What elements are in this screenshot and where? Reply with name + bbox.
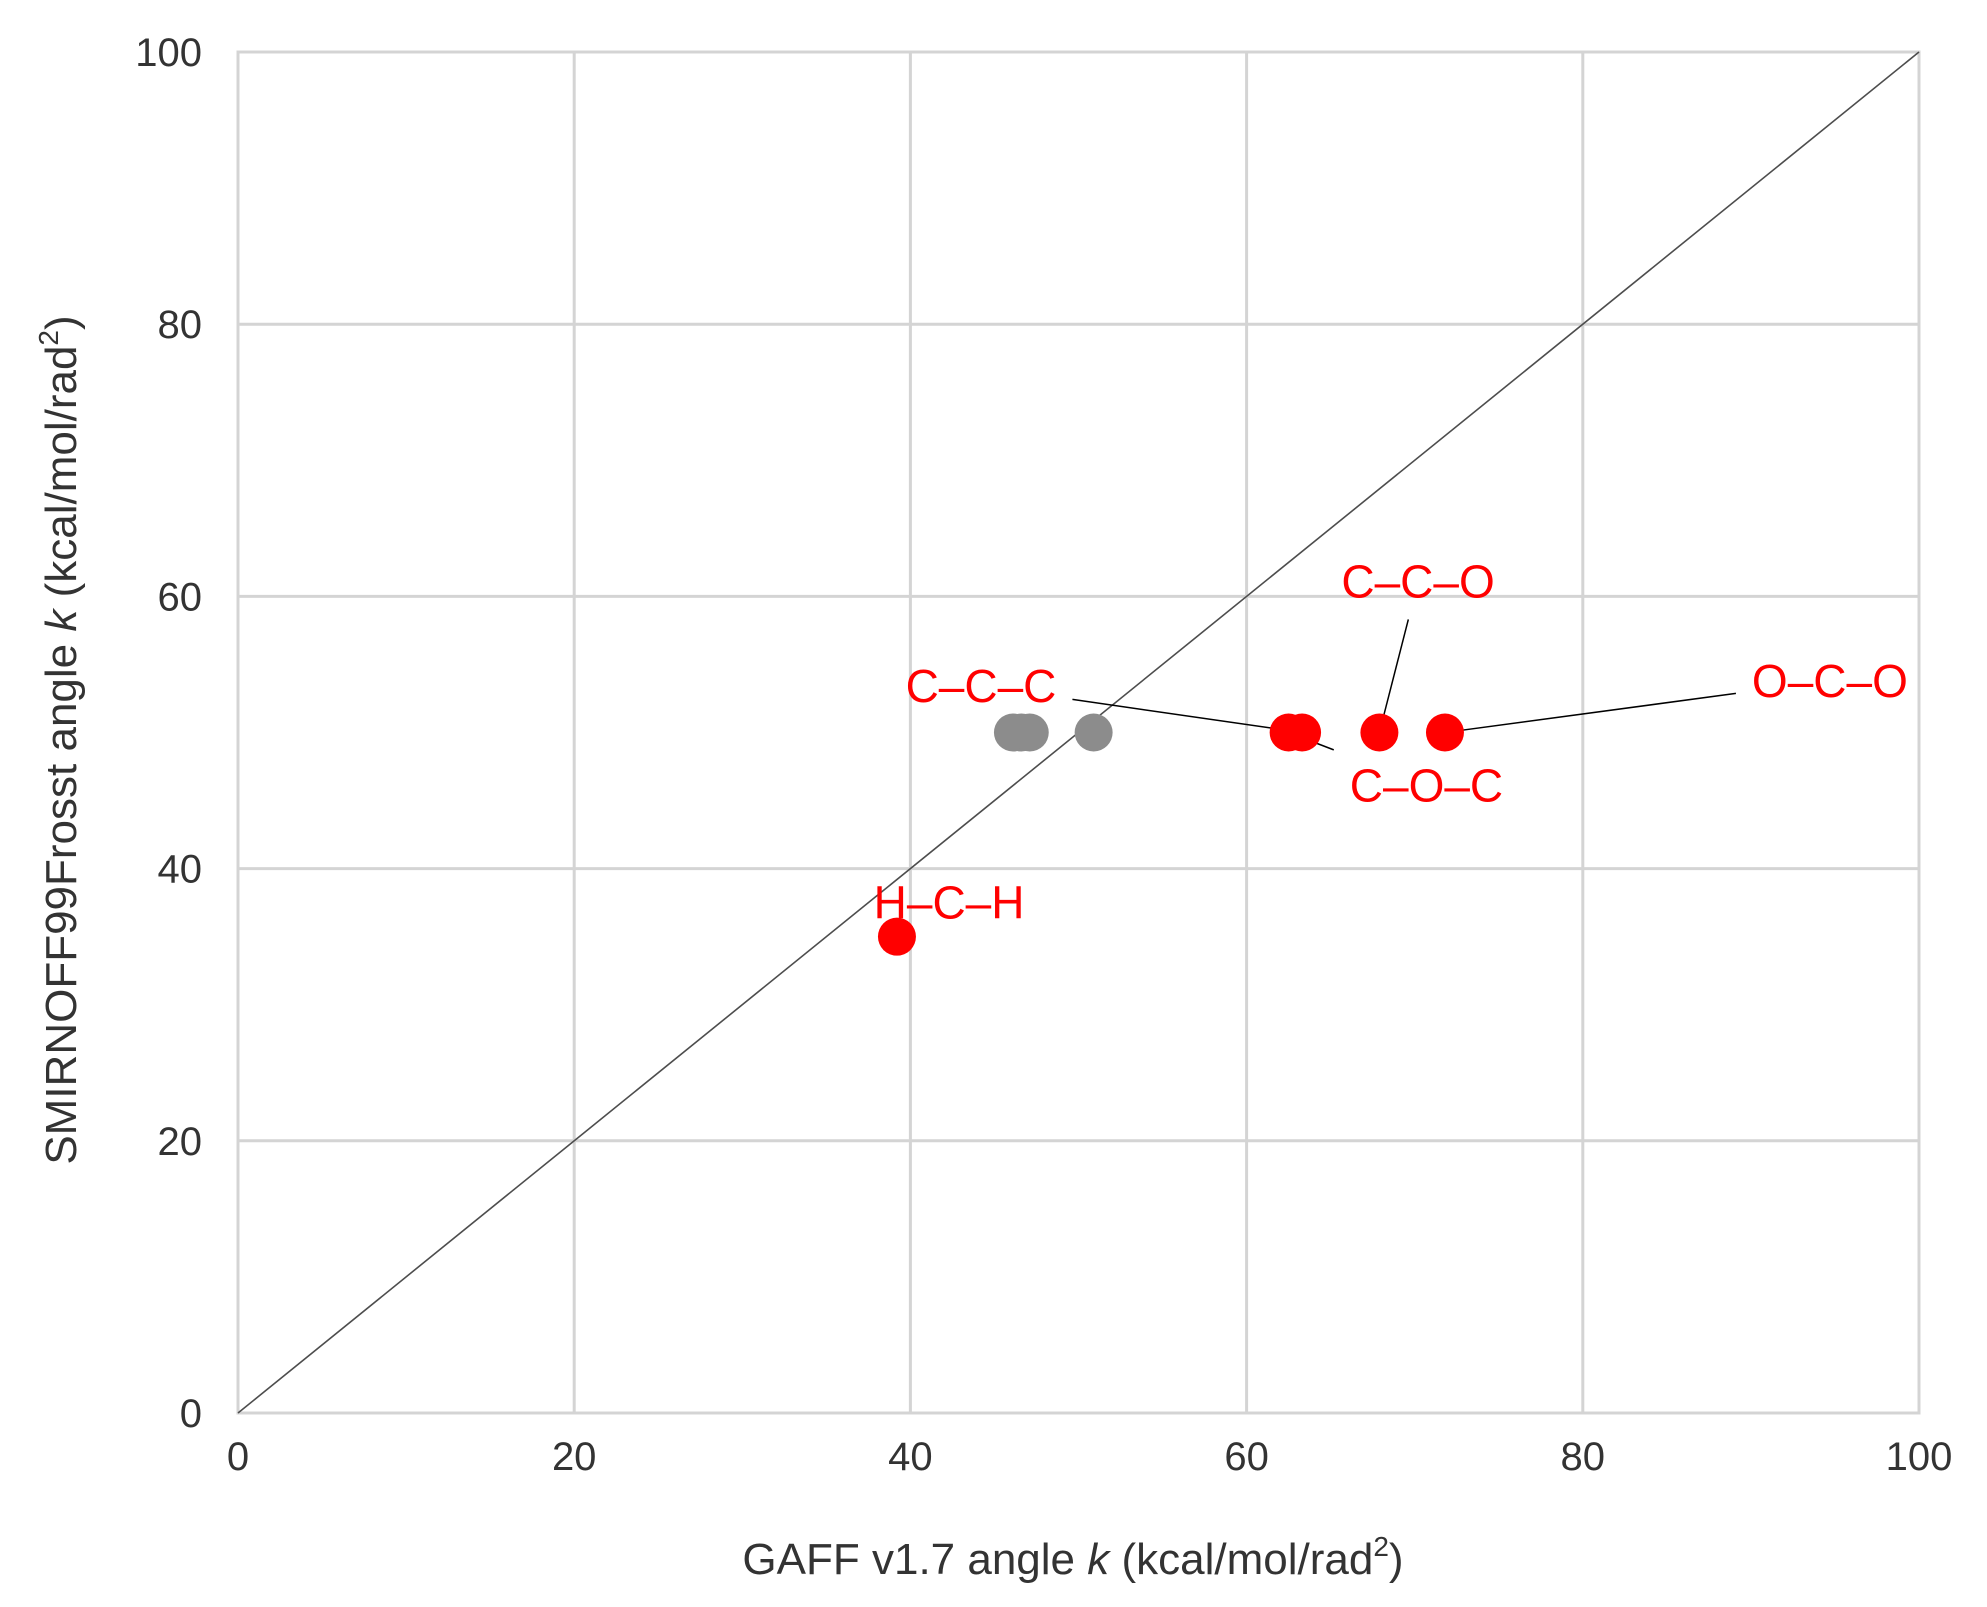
annotation-label: C–C–C [906,660,1057,712]
y-axis-label: SMIRNOFF99Frosst angle k (kcal/mol/rad2) [33,315,86,1164]
annotation-label: H–C–H [874,877,1025,929]
plot-frame [236,50,1921,1415]
x-axis-label: GAFF v1.7 angle k (kcal/mol/rad2) [742,1531,1403,1584]
y-tick-label: 40 [158,848,203,892]
data-point [1425,713,1464,752]
data-point [877,917,916,956]
x-tick-label: 60 [1224,1435,1269,1479]
data-point [1074,713,1113,752]
y-tick-label: 20 [158,1120,203,1164]
y-tick-label: 80 [158,303,203,347]
x-tick-labels: 0 20 40 60 80 100 [227,1435,1953,1479]
y-tick-label: 0 [180,1392,202,1436]
annotation-leader [1452,692,1737,733]
annotation-label: O–C–O [1752,655,1908,707]
annotation-label: C–O–C [1350,760,1503,812]
x-tick-label: 20 [552,1435,597,1479]
annotation-leader [1072,698,1295,733]
x-tick-label: 80 [1561,1435,1606,1479]
y-tick-label: 60 [158,575,203,619]
annotation-leader [1380,619,1410,725]
data-points [877,713,1464,956]
x-tick-label: 40 [888,1435,933,1479]
annotation-label: C–C–O [1341,555,1494,607]
x-tick-label: 100 [1886,1435,1953,1479]
data-point [1010,713,1049,752]
data-point [1283,713,1322,752]
y-tick-labels: 0 20 40 60 80 100 [135,31,202,1436]
data-point [1360,713,1399,752]
annotations: H–C–H C–C–C C–O–C C–C–O O–C–O [874,555,1908,928]
annotation-leaders [896,619,1737,938]
y-tick-label: 100 [135,31,202,75]
x-tick-label: 0 [227,1435,249,1479]
